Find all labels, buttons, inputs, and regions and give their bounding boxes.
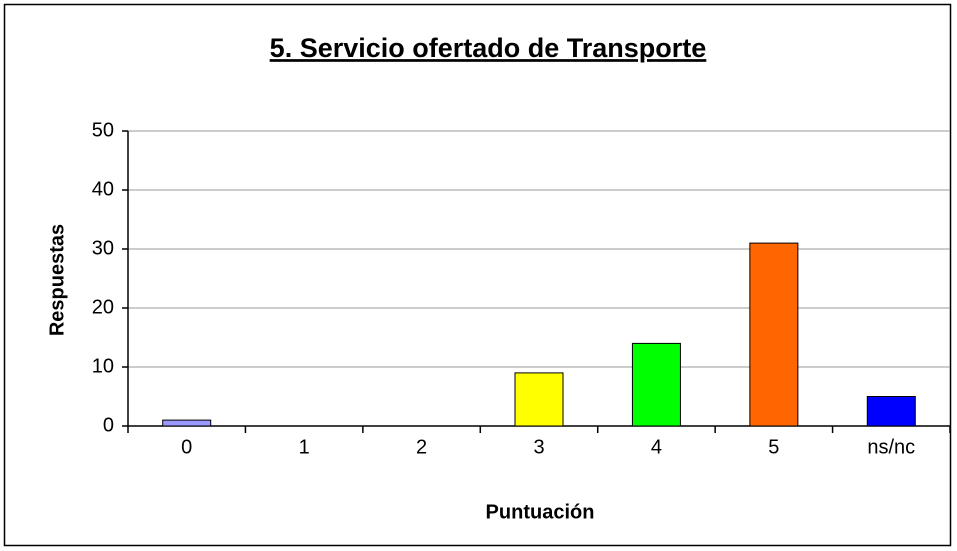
- x-tick-label: 5: [768, 436, 779, 458]
- y-tick-label: 0: [103, 414, 114, 436]
- bar: [631, 342, 681, 427]
- y-tick-label: 20: [92, 296, 114, 318]
- bar: [162, 419, 212, 427]
- x-tick-label: 1: [299, 436, 310, 458]
- bar: [866, 396, 916, 427]
- x-tick-label: 4: [651, 436, 662, 458]
- x-tick-label: 0: [181, 436, 192, 458]
- chart-title: 5. Servicio ofertado de Transporte: [270, 33, 707, 63]
- y-tick-label: 10: [92, 355, 114, 377]
- x-axis-label: Puntuación: [486, 501, 595, 523]
- x-tick-label: 3: [533, 436, 544, 458]
- bar: [514, 372, 564, 427]
- x-tick-label: 2: [416, 436, 427, 458]
- x-tick-label: ns/nc: [867, 436, 915, 458]
- y-tick-label: 40: [92, 178, 114, 200]
- bar: [749, 242, 799, 427]
- y-tick-label: 30: [92, 237, 114, 259]
- y-tick-label: 50: [92, 119, 114, 141]
- chart-border: [3, 3, 952, 547]
- y-axis-label: Respuestas: [46, 224, 68, 336]
